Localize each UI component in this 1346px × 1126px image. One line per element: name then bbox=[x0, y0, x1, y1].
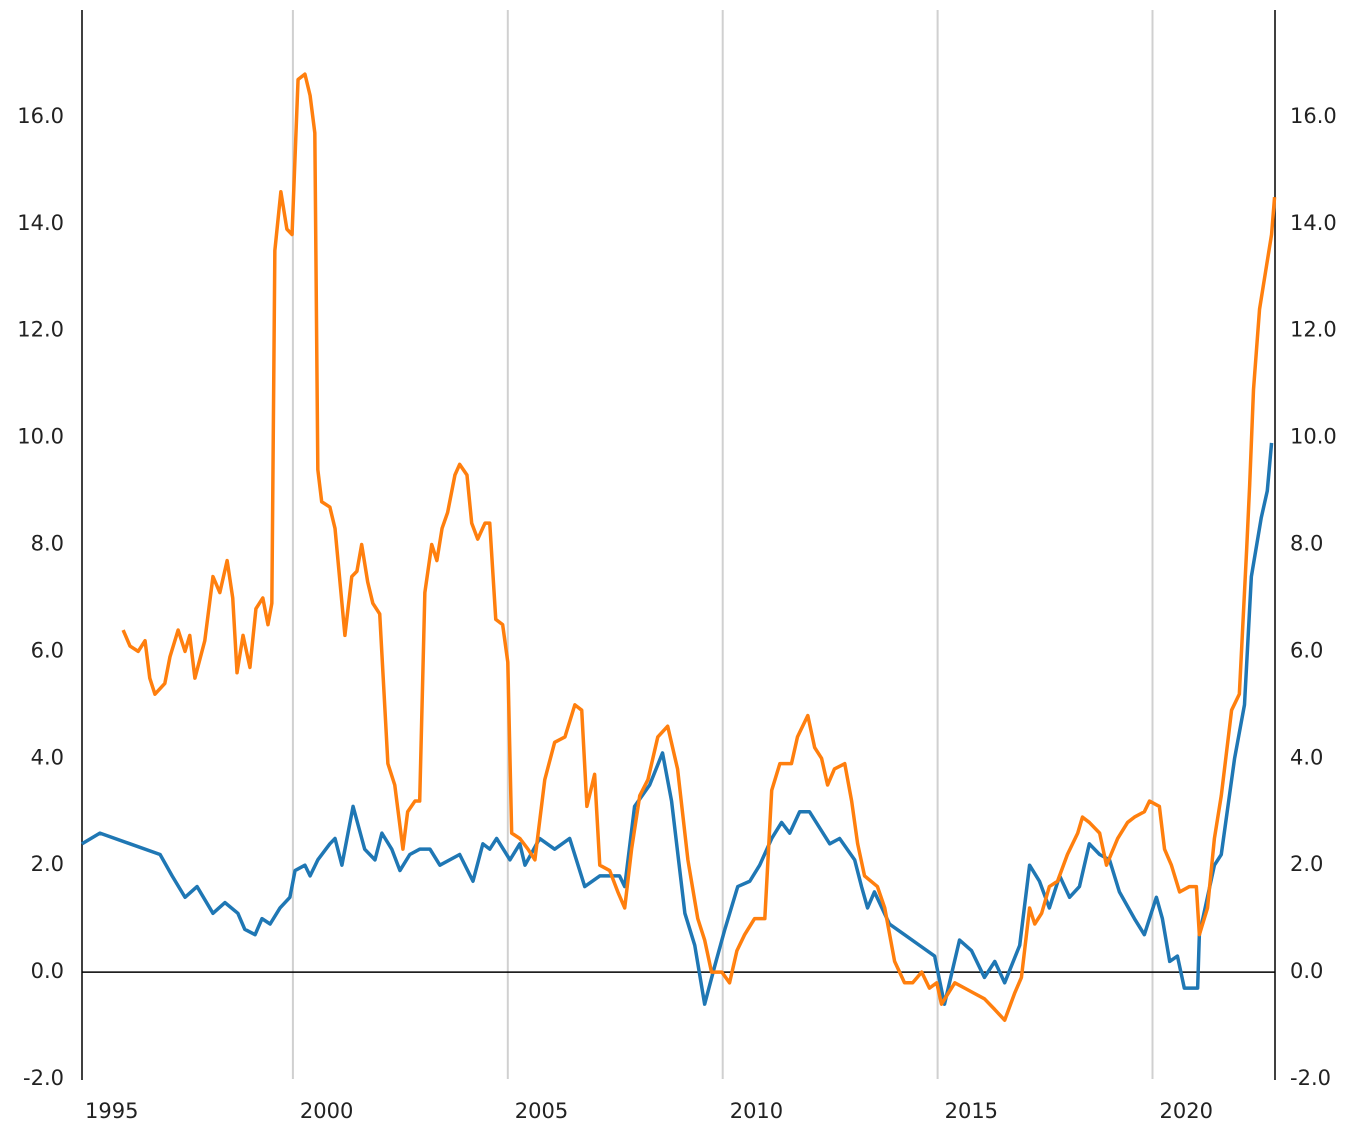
y-tick-label: 0.0 bbox=[31, 959, 64, 983]
y-tick-label: 2.0 bbox=[31, 852, 64, 876]
y-tick-label: 14.0 bbox=[17, 211, 64, 235]
y-right-tick-label: 4.0 bbox=[1290, 745, 1323, 769]
y-right-tick-label: 0.0 bbox=[1290, 959, 1323, 983]
y-right-tick-label: 8.0 bbox=[1290, 532, 1323, 556]
y-tick-label: -2.0 bbox=[23, 1066, 64, 1090]
x-tick-label: 2020 bbox=[1160, 1099, 1213, 1123]
x-tick-label: 2015 bbox=[945, 1099, 998, 1123]
x-tick-label: 2000 bbox=[300, 1099, 353, 1123]
x-tick-label: 2005 bbox=[515, 1099, 568, 1123]
y-right-tick-label: 6.0 bbox=[1290, 638, 1323, 662]
y-tick-label: 8.0 bbox=[31, 532, 64, 556]
x-tick-label: 1995 bbox=[85, 1099, 138, 1123]
line-series bbox=[121, 72, 1277, 1022]
y-tick-label: 6.0 bbox=[31, 638, 64, 662]
y-tick-label: 12.0 bbox=[17, 318, 64, 342]
y-tick-label: 10.0 bbox=[17, 425, 64, 449]
y-tick-label: 4.0 bbox=[31, 745, 64, 769]
y-right-tick-label: 16.0 bbox=[1290, 104, 1337, 128]
y-right-tick-label: -2.0 bbox=[1290, 1066, 1331, 1090]
y-tick-label: 16.0 bbox=[17, 104, 64, 128]
y-right-tick-label: 14.0 bbox=[1290, 211, 1337, 235]
y-right-tick-label: 2.0 bbox=[1290, 852, 1323, 876]
y-right-tick-label: 12.0 bbox=[1290, 318, 1337, 342]
y-right-tick-label: 10.0 bbox=[1290, 425, 1337, 449]
line-series bbox=[80, 442, 1274, 1006]
x-tick-label: 2010 bbox=[730, 1099, 783, 1123]
